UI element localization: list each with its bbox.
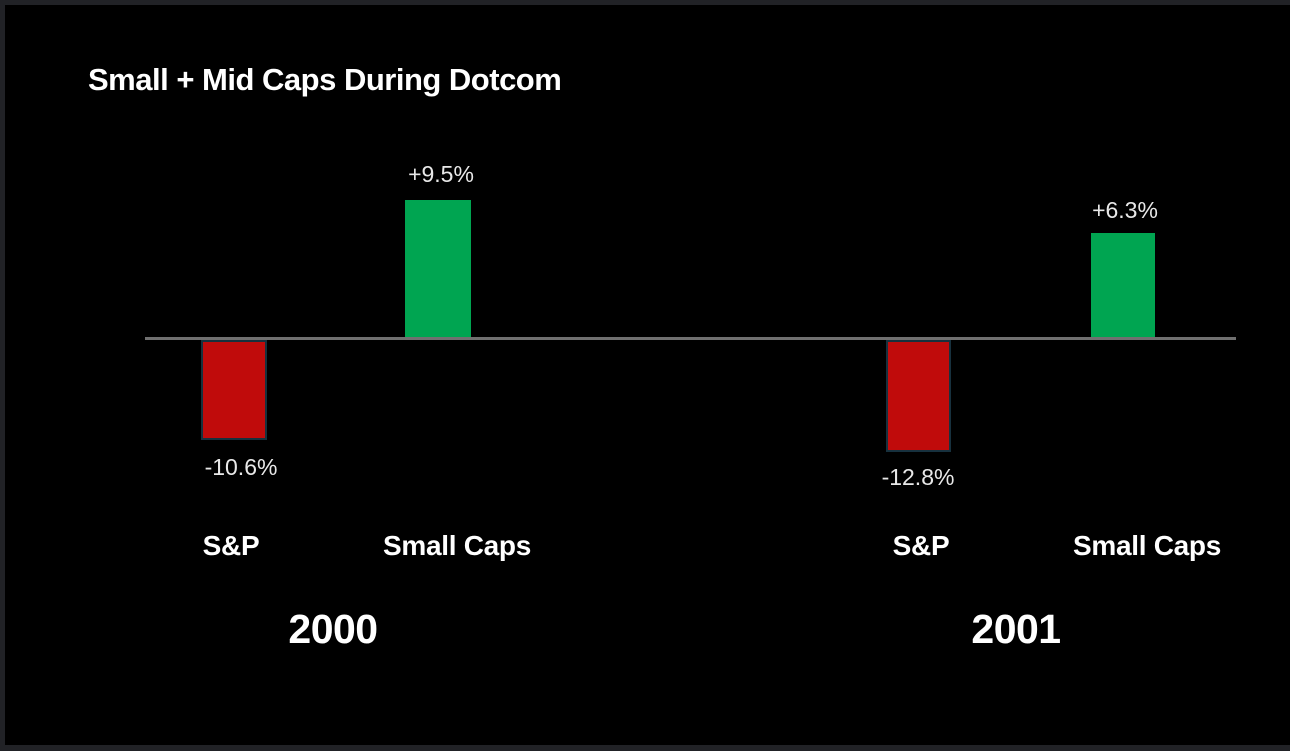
category-label-smallcaps-2001: Small Caps — [1073, 530, 1221, 561]
category-label-smallcaps-2000: Small Caps — [383, 530, 531, 561]
category-label-sp-2000: S&P — [202, 530, 260, 561]
value-label-sp-2001: -12.8% — [881, 464, 955, 490]
bar-sp-2001 — [886, 340, 951, 452]
zero-axis-line — [145, 337, 1236, 340]
year-label-2000: 2000 — [288, 606, 378, 652]
category-label-sp-2001: S&P — [892, 530, 950, 561]
year-label-2001: 2001 — [971, 606, 1061, 652]
value-label-sp-2000: -10.6% — [204, 454, 278, 480]
value-label-smallcaps-2001: +6.3% — [1092, 197, 1158, 223]
bar-smallcaps-2001 — [1091, 233, 1155, 337]
window-frame-bottom — [0, 745, 1290, 751]
window-frame-left — [0, 0, 5, 751]
value-label-smallcaps-2000: +9.5% — [408, 161, 474, 187]
bar-sp-2000 — [201, 340, 267, 440]
chart-title: Small + Mid Caps During Dotcom — [88, 62, 562, 97]
window-frame-top — [0, 0, 1290, 5]
bar-smallcaps-2000 — [405, 200, 471, 337]
